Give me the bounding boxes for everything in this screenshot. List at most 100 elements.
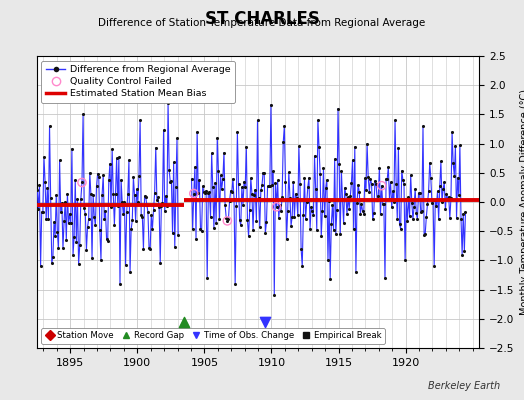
Point (422, 214, 431, 220)
Point (158, 200, 167, 206)
Point (298, 263, 307, 270)
Point (441, 206, 450, 212)
Text: Difference of Station Temperature Data from Regional Average: Difference of Station Temperature Data f… (99, 18, 425, 28)
Point (78, 179, 86, 186)
Point (313, 227, 321, 233)
Point (64, 220, 73, 226)
Point (297, 246, 305, 252)
Point (86, 191, 95, 198)
Point (109, 191, 117, 197)
Point (434, 216, 443, 222)
Point (398, 168, 406, 174)
Point (69, 251, 77, 258)
Point (456, 142, 464, 148)
Point (257, 187, 265, 194)
Point (416, 190, 424, 196)
Point (210, 225, 218, 232)
Point (280, 123, 289, 129)
Point (413, 216, 422, 222)
Point (410, 204, 418, 210)
Point (460, 248, 468, 254)
Point (418, 208, 426, 214)
Point (84, 216, 93, 222)
Point (276, 202, 284, 208)
Point (71, 177, 80, 183)
Point (443, 196, 452, 202)
Point (457, 216, 465, 222)
Point (56, 157, 64, 164)
Point (193, 129, 201, 135)
Point (256, 224, 264, 230)
Point (191, 164, 199, 170)
Point (287, 222, 295, 229)
Point (357, 201, 366, 207)
Point (271, 180, 280, 186)
Point (226, 188, 235, 194)
Point (48, 260, 56, 266)
Point (230, 196, 238, 202)
Point (97, 257, 105, 264)
Point (227, 189, 236, 196)
Point (52, 192, 60, 198)
Point (270, 292, 278, 299)
Point (44, 216, 52, 222)
Point (224, 216, 233, 222)
Point (62, 237, 71, 243)
Point (283, 208, 292, 214)
Point (307, 204, 315, 210)
Point (125, 157, 133, 163)
Point (139, 246, 148, 252)
Point (322, 185, 330, 191)
Point (308, 208, 316, 214)
Point (275, 215, 283, 221)
Point (265, 183, 273, 190)
Point (204, 190, 213, 196)
Point (458, 251, 466, 258)
Point (347, 180, 356, 186)
Point (96, 227, 104, 234)
Point (383, 176, 391, 182)
Point (164, 100, 172, 106)
Point (78, 179, 86, 186)
Point (135, 172, 143, 179)
Point (430, 263, 439, 270)
Point (174, 232, 182, 238)
Point (327, 221, 335, 228)
Point (382, 176, 390, 182)
Point (339, 196, 347, 202)
Y-axis label: Monthly Temperature Anomaly Difference (°C): Monthly Temperature Anomaly Difference (… (520, 89, 524, 315)
Point (250, 192, 258, 198)
Point (346, 193, 355, 200)
Point (399, 176, 407, 183)
Point (98, 192, 106, 198)
Point (281, 179, 290, 186)
Point (147, 212, 156, 218)
Point (72, 239, 81, 245)
Point (35, 182, 43, 188)
Point (114, 203, 122, 209)
Point (326, 275, 334, 282)
Point (299, 212, 308, 218)
Point (431, 196, 440, 203)
Point (154, 194, 162, 200)
Point (190, 190, 198, 197)
Point (337, 167, 345, 174)
Point (157, 202, 166, 209)
Point (166, 179, 174, 185)
Point (336, 231, 344, 238)
Point (259, 169, 267, 176)
Point (222, 214, 231, 221)
Point (232, 202, 241, 209)
Point (310, 152, 319, 159)
Point (141, 194, 150, 200)
Point (427, 175, 435, 181)
Point (74, 261, 83, 268)
Point (260, 170, 268, 176)
Point (420, 231, 428, 238)
Point (198, 228, 206, 235)
Point (231, 280, 239, 287)
Point (118, 199, 126, 206)
Point (449, 160, 457, 167)
Point (219, 176, 227, 182)
Point (168, 229, 177, 236)
